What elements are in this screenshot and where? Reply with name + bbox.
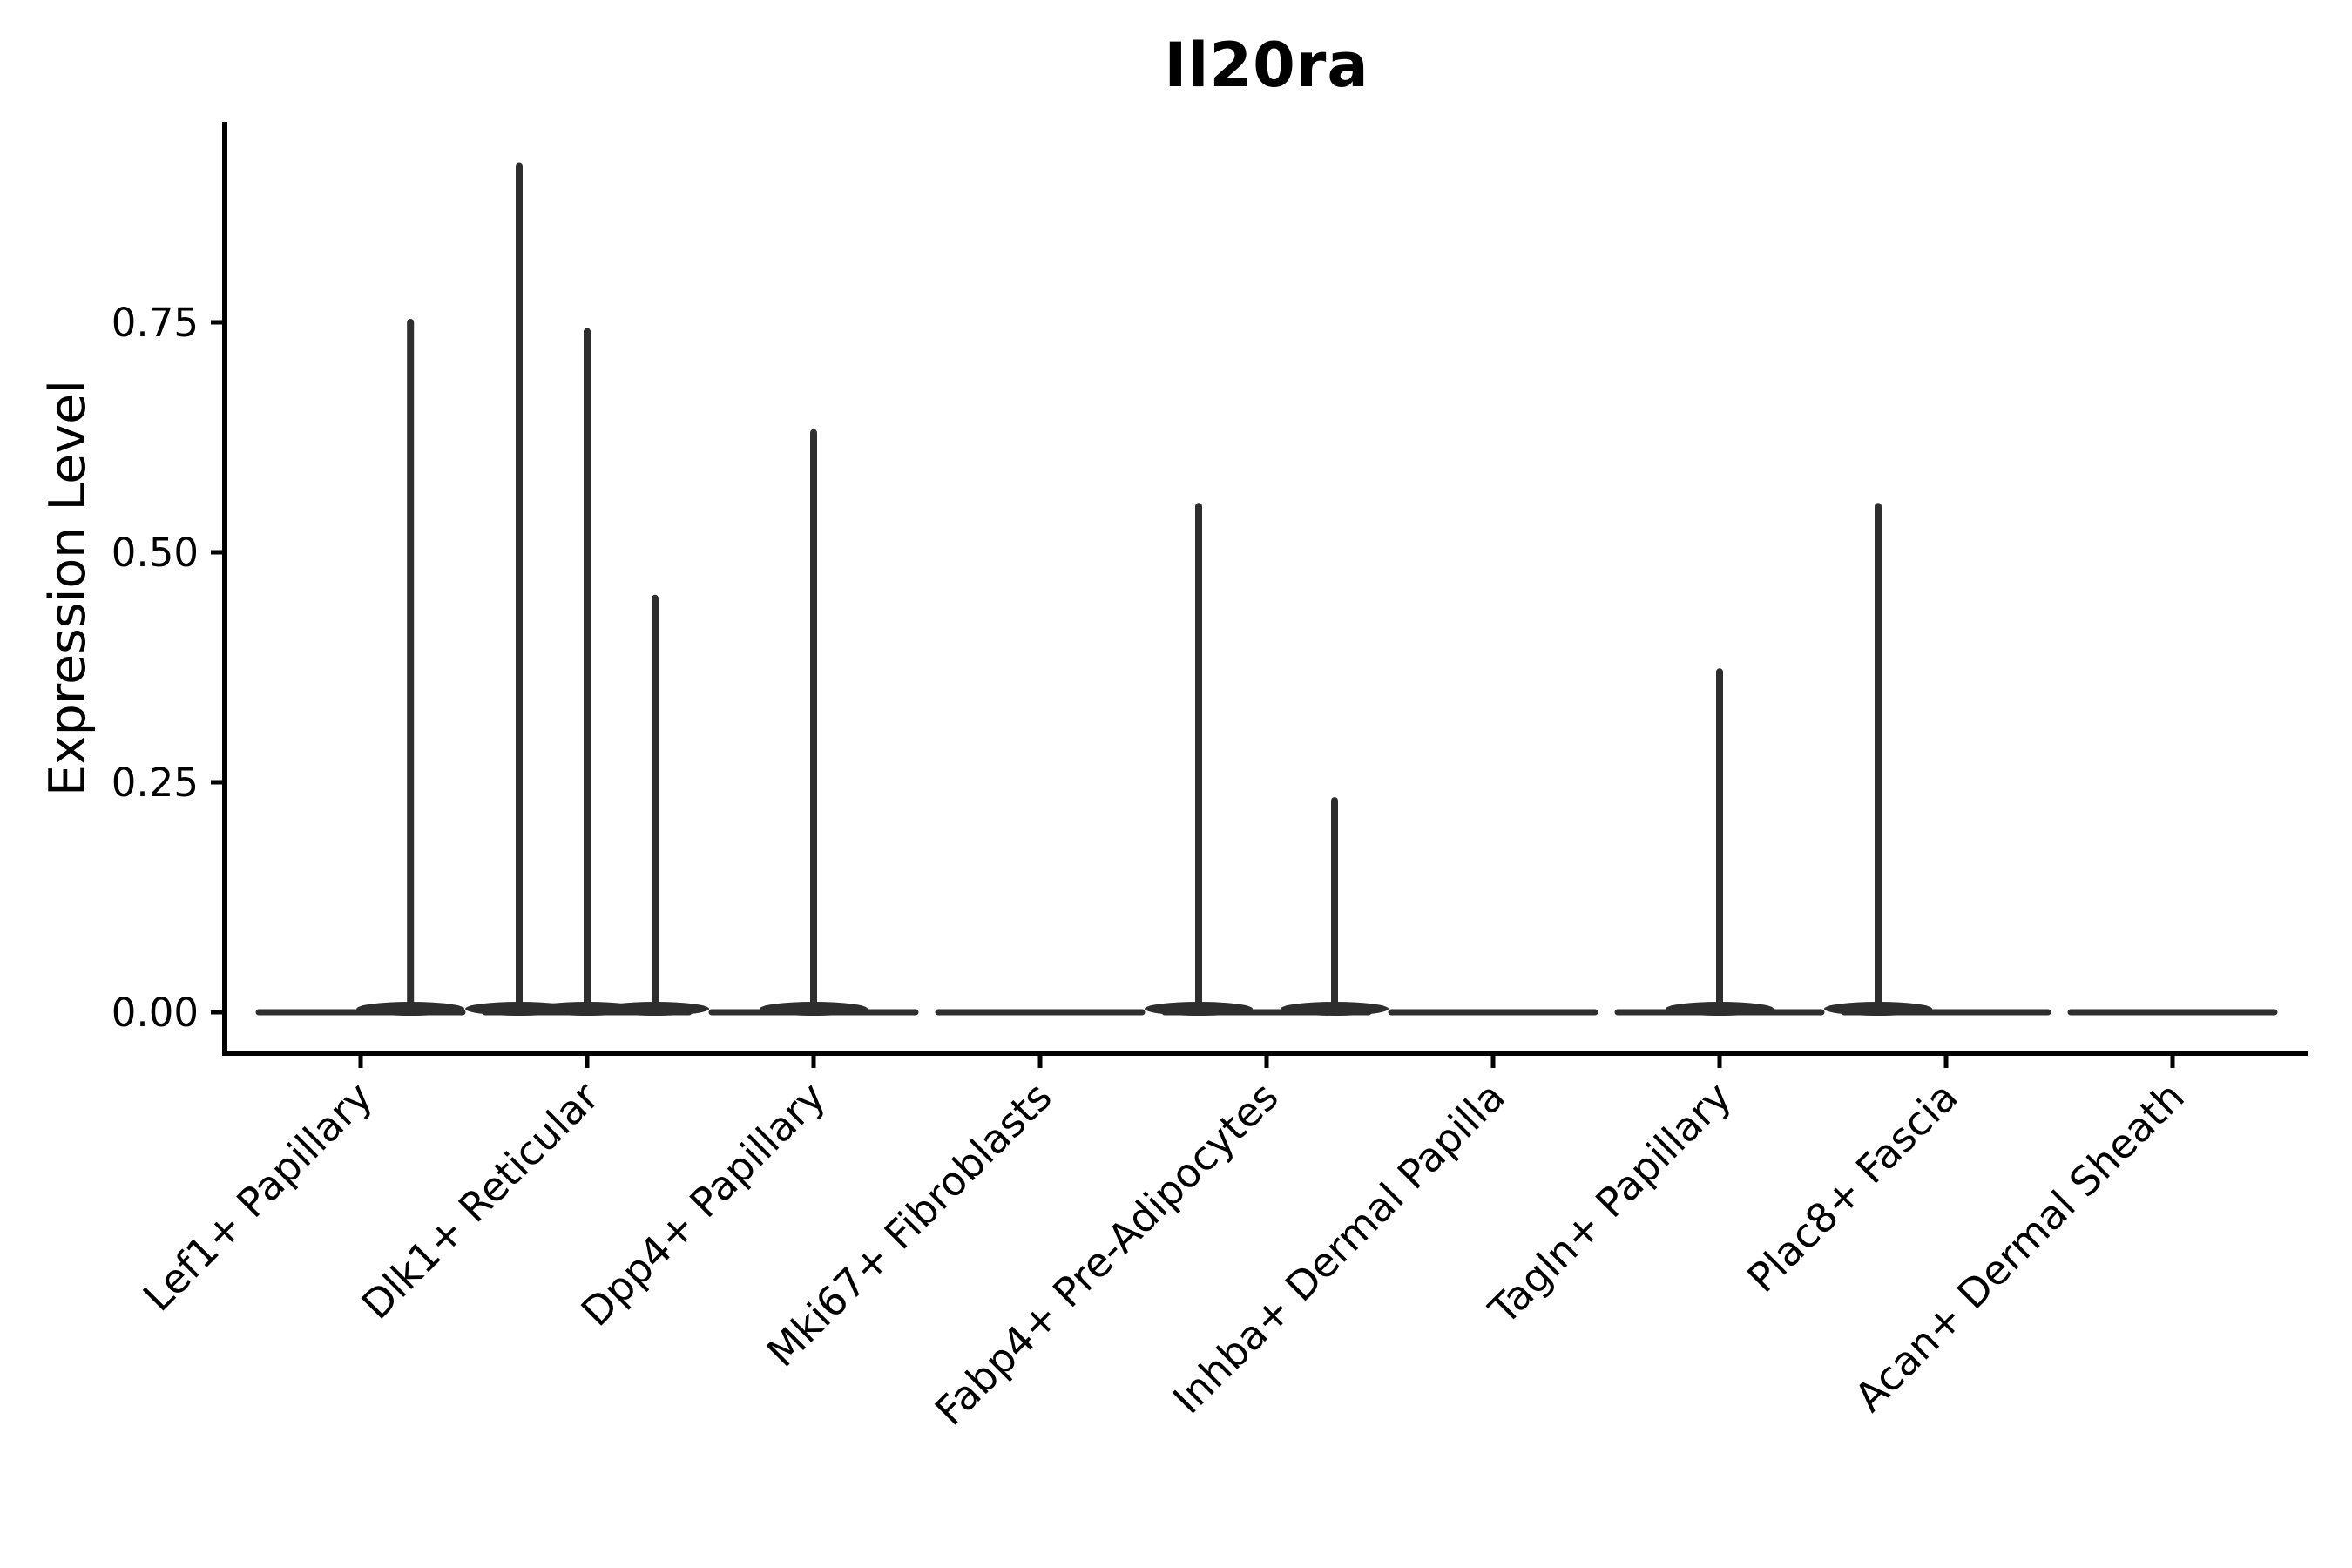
y-tick-label: 0.75 [112, 300, 199, 346]
x-tick-label: Dlk1+ Reticular [353, 1073, 608, 1328]
y-tick-label: 0.00 [112, 990, 199, 1036]
chart-title: Il20ra [1164, 30, 1369, 101]
x-tick-label: Lef1+ Papillary [134, 1073, 382, 1321]
x-tick-label: Tagln+ Papillary [1479, 1073, 1740, 1335]
x-tick-label: Plac8+ Fascia [1738, 1073, 1966, 1301]
y-tick-label: 0.25 [112, 760, 199, 806]
y-tick-label: 0.50 [112, 530, 199, 576]
x-tick-label: Dpp4+ Papillary [572, 1073, 835, 1335]
